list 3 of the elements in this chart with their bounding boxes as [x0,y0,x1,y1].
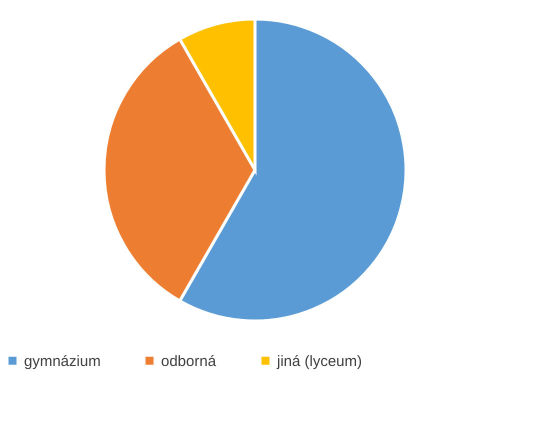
legend-label: gymnázium [24,352,101,370]
legend-label: jiná (lyceum) [276,352,362,370]
legend-label: odborná [161,352,217,370]
